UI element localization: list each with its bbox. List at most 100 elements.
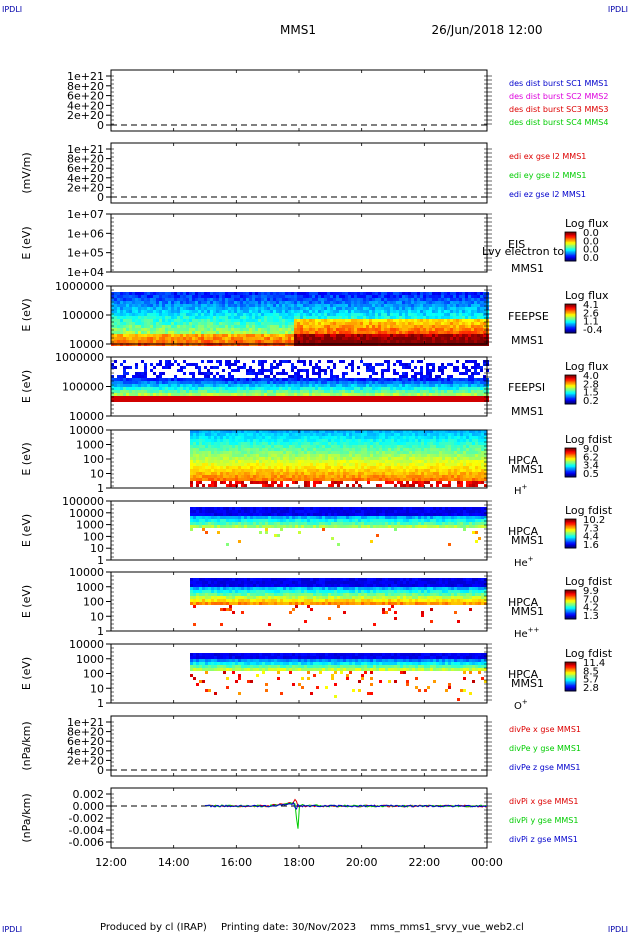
spectrogram-cell	[462, 366, 465, 369]
spectrogram-cell	[255, 328, 258, 331]
spectrogram-cell	[441, 319, 444, 322]
spectrogram-cell	[411, 393, 414, 396]
spectrogram-cell	[226, 457, 229, 460]
spectrogram-cell	[396, 337, 399, 340]
spectrogram-cell	[337, 451, 340, 454]
spectrogram-cell	[189, 307, 192, 310]
spectrogram-cell	[171, 393, 174, 396]
spectrogram-cell	[270, 328, 273, 331]
spectrogram-cell	[321, 334, 324, 337]
spectrogram-cell	[246, 387, 249, 390]
spectrogram-cell	[261, 381, 264, 384]
spectrogram-cell	[313, 463, 316, 466]
spectrogram-cell	[345, 387, 348, 390]
spectrogram-cell	[144, 396, 147, 399]
spectrogram-cell	[297, 331, 300, 334]
colorbar-swatch	[565, 383, 576, 386]
spectrogram-cell	[207, 360, 210, 363]
spectrogram-cell	[243, 390, 246, 393]
spectrogram-cell	[240, 304, 243, 307]
spectrogram-cell	[256, 436, 259, 439]
spectrogram-cell	[183, 399, 186, 402]
spectrogram-cell	[267, 298, 270, 301]
spectrogram-cell	[162, 298, 165, 301]
spectrogram-cell	[441, 334, 444, 337]
spectrogram-cell	[363, 387, 366, 390]
spectrogram-cell	[351, 396, 354, 399]
spectrogram-cell	[432, 319, 435, 322]
spectrogram-cell	[259, 478, 262, 481]
spectrogram-cell	[310, 436, 313, 439]
spectrogram-cell	[309, 337, 312, 340]
spectrogram-cell	[193, 466, 196, 469]
spectrogram-cell	[264, 310, 267, 313]
spectrogram-cell	[144, 322, 147, 325]
spectrogram-cell	[343, 445, 346, 448]
spectrogram-cell	[201, 387, 204, 390]
spectrogram-cell	[331, 472, 334, 475]
spectrogram-cell	[324, 301, 327, 304]
spectrogram-cell	[141, 360, 144, 363]
spectrogram-cell	[325, 439, 328, 442]
spectrogram-cell	[456, 390, 459, 393]
spectrogram-cell	[441, 325, 444, 328]
spectrogram-cell	[337, 448, 340, 451]
spectrogram-cell	[229, 484, 232, 487]
spectrogram-cell	[342, 295, 345, 298]
colorbar-frame	[564, 303, 577, 334]
spectrogram-cell	[319, 478, 322, 481]
spectrogram-cell	[277, 478, 280, 481]
spectrogram-cell	[111, 366, 114, 369]
spectrogram-cell	[286, 457, 289, 460]
spectrogram-cell	[223, 445, 226, 448]
spectrogram-cell	[229, 472, 232, 475]
spectrogram-cell	[256, 460, 259, 463]
spectrogram-cell	[477, 295, 480, 298]
spectrogram-cell	[283, 442, 286, 445]
spectrogram-cell	[465, 316, 468, 319]
spectrogram-cell	[231, 313, 234, 316]
spectrogram-cell	[156, 310, 159, 313]
spectrogram-cell	[402, 381, 405, 384]
spectrogram-cell	[168, 304, 171, 307]
spectrogram-cell	[207, 384, 210, 387]
spectrogram-cell	[220, 478, 223, 481]
spectrogram-cell	[318, 381, 321, 384]
spectrogram-cell	[474, 337, 477, 340]
spectrogram-cell	[405, 396, 408, 399]
spectrogram-cell	[444, 307, 447, 310]
spectrogram-cell	[219, 375, 222, 378]
spectrogram-cell	[268, 472, 271, 475]
spectrogram-cell	[216, 390, 219, 393]
spectrogram-cell	[306, 325, 309, 328]
spectrogram-cell	[313, 472, 316, 475]
spectrogram-cell	[126, 396, 129, 399]
spectrogram-cell	[321, 387, 324, 390]
spectrogram-cell	[348, 295, 351, 298]
spectrogram-cell	[477, 319, 480, 322]
spectrogram-cell	[111, 381, 114, 384]
spectrogram-cell	[309, 313, 312, 316]
spectrogram-cell	[339, 310, 342, 313]
spectrogram-cell	[304, 448, 307, 451]
spectrogram-cell	[210, 313, 213, 316]
spectrogram-cell	[300, 316, 303, 319]
spectrogram-cell	[331, 442, 334, 445]
spectrogram-cell	[411, 319, 414, 322]
spectrogram-cell	[168, 378, 171, 381]
spectrogram-cell	[195, 304, 198, 307]
spectrogram-cell	[283, 466, 286, 469]
spectrogram-cell	[438, 328, 441, 331]
spectrogram-cell	[295, 457, 298, 460]
spectrogram-cell	[477, 307, 480, 310]
spectrogram-cell	[156, 381, 159, 384]
spectrogram-cell	[120, 298, 123, 301]
spectrogram-cell	[288, 360, 291, 363]
spectrogram-cell	[135, 375, 138, 378]
spectrogram-cell	[334, 451, 337, 454]
spectrogram-cell	[453, 393, 456, 396]
spectrogram-cell	[196, 457, 199, 460]
spectrogram-cell	[228, 307, 231, 310]
spectrogram-cell	[195, 325, 198, 328]
spectrogram-cell	[246, 390, 249, 393]
